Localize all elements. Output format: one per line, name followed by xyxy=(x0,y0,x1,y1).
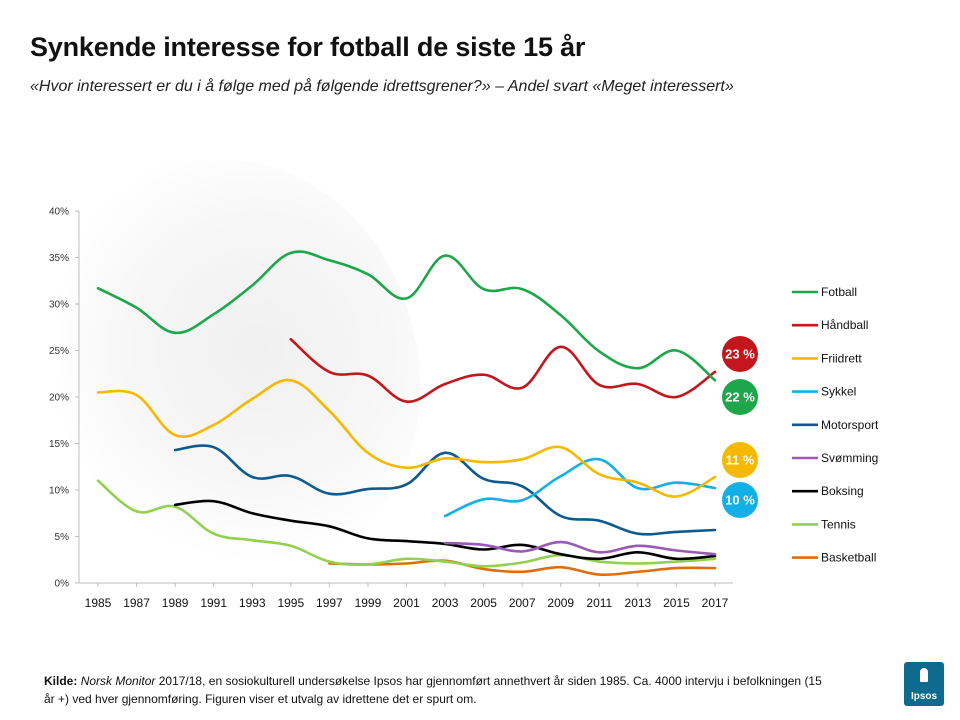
badge-handball xyxy=(722,336,758,372)
x-tick-label: 1991 xyxy=(200,596,227,610)
x-tick-label: 1995 xyxy=(277,596,304,610)
badge-label-fotball: 22 % xyxy=(725,390,755,405)
y-tick-label: 35% xyxy=(49,253,69,264)
series-line-boksing xyxy=(173,499,717,561)
chart-axes: 0% 5% 10% 15% 20% 25% 30% 35% 40% 1985 1987 1989 199… xyxy=(49,207,733,610)
x-tick-label: 2009 xyxy=(547,596,574,610)
x-tick-label: 2005 xyxy=(470,596,497,610)
legend-label-handball: Håndball xyxy=(821,318,868,332)
logo-mark-icon xyxy=(920,668,928,682)
x-tick-label: 1999 xyxy=(355,596,382,610)
chart-lines xyxy=(96,250,717,577)
page-subtitle: «Hvor interessert er du i å følge med på… xyxy=(30,78,734,95)
series-line-handball xyxy=(289,338,717,403)
source-publication: Norsk Monitor xyxy=(80,674,156,688)
x-tick-label: 2003 xyxy=(432,596,459,610)
x-tick-label: 2015 xyxy=(663,596,690,610)
page-title: Synkende interesse for fotball de siste … xyxy=(30,32,586,62)
chart-legend: Fotball Håndball Friidrett Sykkel Motorsport… xyxy=(792,285,879,565)
series-line-sykkel xyxy=(443,457,717,518)
legend-label-fotball: Fotball xyxy=(821,285,857,299)
series-line-svomming xyxy=(443,540,717,556)
badge-fotball xyxy=(722,379,758,415)
x-tick-label: 2013 xyxy=(625,596,652,610)
legend-label-tennis: Tennis xyxy=(821,517,856,531)
legend-label-svomming: Svømming xyxy=(821,451,878,465)
legend-label-sykkel: Sykkel xyxy=(821,385,856,399)
legend-label-basketball: Basketball xyxy=(821,551,876,565)
chart-end-badges: 23 % 22 % 11 % 10 % xyxy=(722,336,758,518)
y-tick-label: 30% xyxy=(49,300,69,311)
y-tick-label: 20% xyxy=(49,393,69,404)
x-tick-label: 2017 xyxy=(702,596,729,610)
badge-friidrett xyxy=(722,442,758,478)
x-tick-label: 1985 xyxy=(85,596,112,610)
x-tick-label: 2001 xyxy=(393,596,420,610)
source-label: Kilde: xyxy=(44,674,78,688)
x-tick-label: 1989 xyxy=(162,596,189,610)
x-tick-label: 1987 xyxy=(123,596,150,610)
y-tick-label: 0% xyxy=(55,579,70,590)
y-tick-label: 10% xyxy=(49,486,69,497)
series-line-friidrett xyxy=(96,378,717,498)
y-tick-label: 25% xyxy=(49,346,69,357)
series-line-basketball xyxy=(328,559,717,577)
x-tick-label: 2011 xyxy=(586,596,612,610)
y-tick-label: 15% xyxy=(49,439,69,450)
badge-label-sykkel: 10 % xyxy=(725,493,755,508)
series-line-motorsport xyxy=(173,444,717,536)
legend-label-friidrett: Friidrett xyxy=(821,351,862,365)
x-tick-label: 2007 xyxy=(509,596,536,610)
ipsos-logo: Ipsos xyxy=(904,662,944,706)
line-chart: 0% 5% 10% 15% 20% 25% 30% 35% 40% 1985 1987 1989 199… xyxy=(49,207,879,611)
logo-text: Ipsos xyxy=(910,691,938,702)
y-tick-label: 40% xyxy=(49,207,69,218)
legend-label-motorsport: Motorsport xyxy=(821,418,879,432)
y-tick-label: 5% xyxy=(55,532,70,543)
x-tick-label: 1997 xyxy=(316,596,343,610)
x-tick-label: 1993 xyxy=(239,596,266,610)
legend-label-boksing: Boksing xyxy=(821,484,864,498)
series-line-fotball xyxy=(96,250,717,382)
badge-label-handball: 23 % xyxy=(725,347,755,362)
source-text: 2017/18, en sosiokulturell undersøkelse … xyxy=(44,674,822,706)
badge-sykkel xyxy=(722,482,758,518)
series-line-tennis xyxy=(96,479,717,568)
source-note: Kilde: Norsk Monitor 2017/18, en sosioku… xyxy=(44,672,834,708)
badge-label-friidrett: 11 % xyxy=(726,453,755,468)
